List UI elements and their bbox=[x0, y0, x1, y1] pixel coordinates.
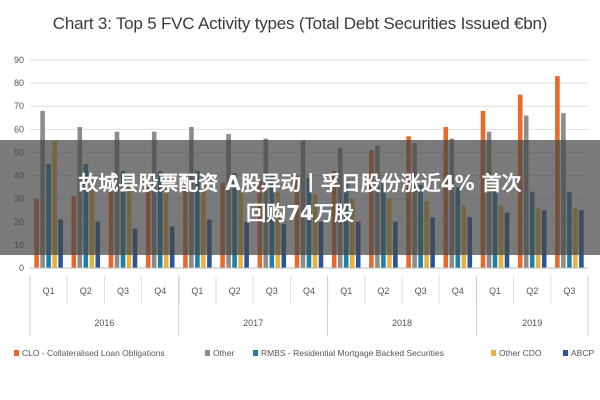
x-tick-label: Q1 bbox=[191, 286, 203, 296]
x-tick-label: Q4 bbox=[303, 286, 315, 296]
legend-swatch bbox=[563, 350, 568, 356]
headline-overlay: 故城县股票配资 A股异动丨孚日股份涨近4% 首次 回购74万股 bbox=[0, 140, 600, 255]
year-label: 2019 bbox=[522, 318, 542, 328]
x-tick-label: Q2 bbox=[526, 286, 538, 296]
year-label: 2017 bbox=[243, 318, 263, 328]
y-tick-label: 0 bbox=[19, 263, 24, 273]
legend-swatch bbox=[253, 350, 258, 356]
legend-label: ABCP bbox=[571, 348, 594, 358]
x-tick-label: Q3 bbox=[266, 286, 278, 296]
legend-label: RMBS - Residential Mortgage Backed Secur… bbox=[261, 348, 444, 358]
legend-label: Other CDO bbox=[499, 348, 542, 358]
legend-swatch bbox=[205, 350, 210, 356]
x-tick-label: Q4 bbox=[452, 286, 464, 296]
x-tick-label: Q2 bbox=[80, 286, 92, 296]
year-label: 2016 bbox=[94, 318, 114, 328]
x-tick-label: Q1 bbox=[43, 286, 55, 296]
year-label: 2018 bbox=[392, 318, 412, 328]
x-tick-label: Q2 bbox=[377, 286, 389, 296]
x-tick-label: Q3 bbox=[563, 286, 575, 296]
legend-swatch bbox=[491, 350, 496, 356]
y-tick-label: 80 bbox=[14, 78, 24, 88]
x-tick-label: Q3 bbox=[117, 286, 129, 296]
x-tick-label: Q1 bbox=[489, 286, 501, 296]
chart-title: Chart 3: Top 5 FVC Activity types (Total… bbox=[52, 14, 548, 33]
y-tick-label: 60 bbox=[14, 124, 24, 134]
x-tick-label: Q3 bbox=[415, 286, 427, 296]
legend-label: Other bbox=[213, 348, 234, 358]
x-tick-label: Q2 bbox=[229, 286, 241, 296]
headline-line-1: 故城县股票配资 A股异动丨孚日股份涨近4% 首次 bbox=[78, 170, 522, 195]
x-tick-label: Q1 bbox=[340, 286, 352, 296]
headline-line-2: 回购74万股 bbox=[246, 200, 354, 225]
legend-label: CLO - Collateralised Loan Obligations bbox=[22, 348, 165, 358]
y-tick-label: 90 bbox=[14, 55, 24, 65]
y-tick-label: 70 bbox=[14, 101, 24, 111]
x-tick-label: Q4 bbox=[154, 286, 166, 296]
legend-swatch bbox=[14, 350, 19, 356]
